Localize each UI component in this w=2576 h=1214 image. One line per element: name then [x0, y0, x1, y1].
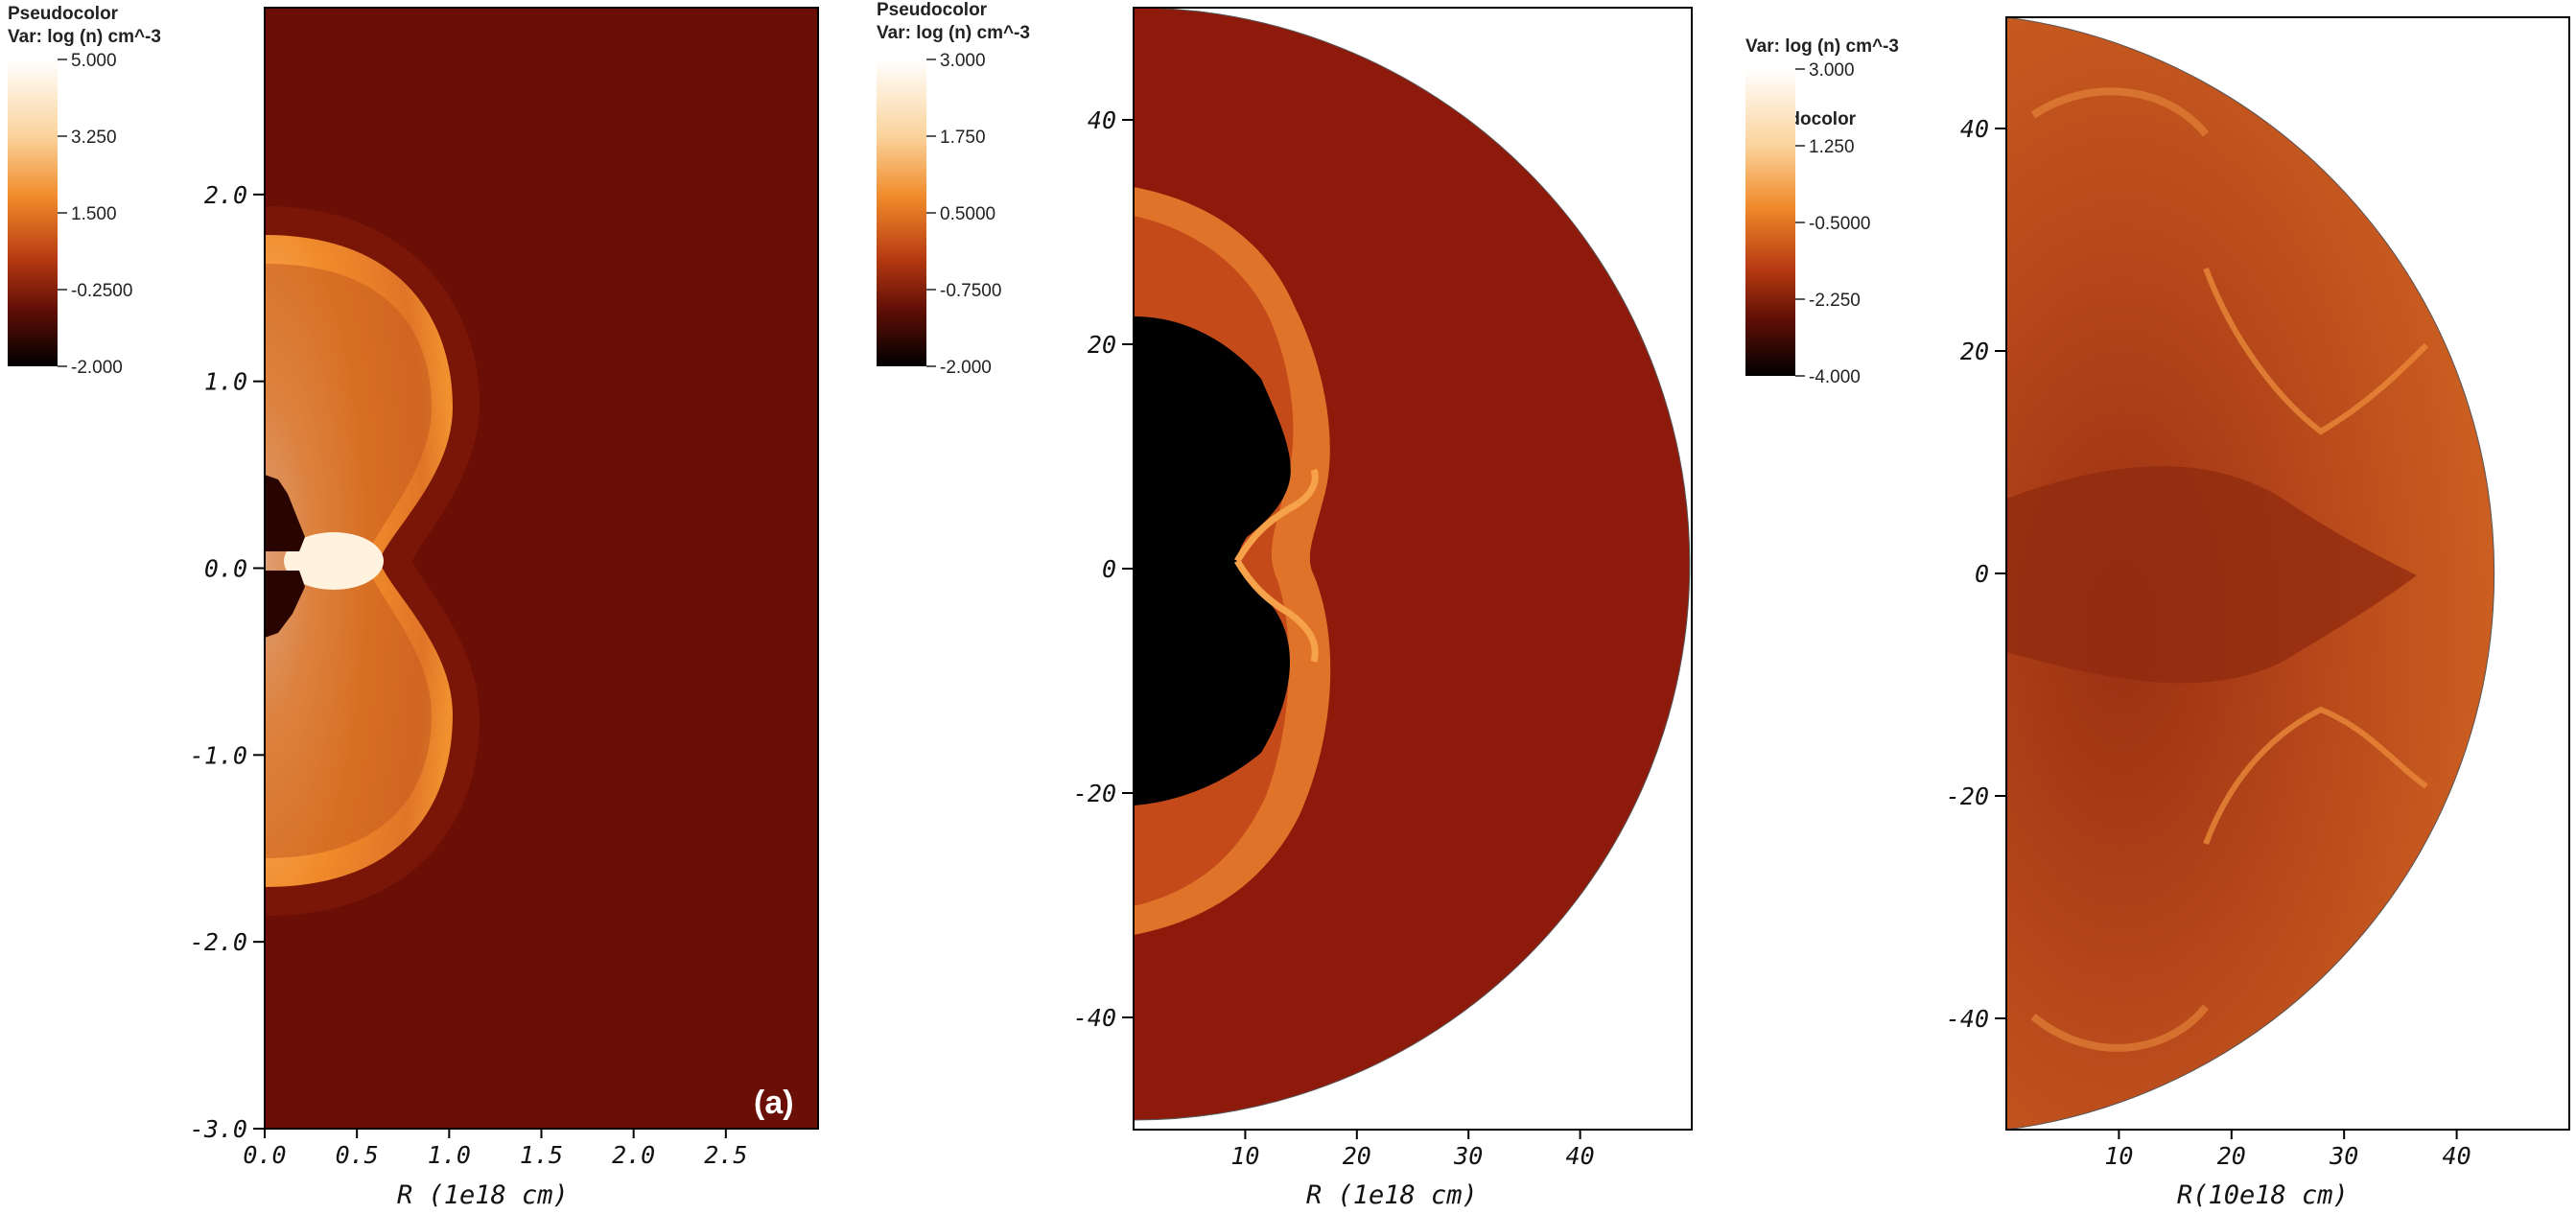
x-tick-label: 0.0: [243, 1141, 286, 1169]
colorbar-b-title: Pseudocolor: [877, 0, 988, 20]
y-tick-label: -20: [1073, 780, 1116, 807]
colorbar-tick-label: -2.250: [1809, 291, 1861, 311]
x-tick-label: 30: [1453, 1142, 1483, 1170]
y-tick-label: -2.0: [190, 928, 247, 956]
filaments-c: [2203, 267, 2429, 846]
x-tick-label: 10: [1230, 1142, 1259, 1170]
colorbar-b-ticks: 3.000 1.750 0.5000 -0.7500 -2.000: [926, 51, 1001, 378]
cavity-lower: [265, 571, 305, 638]
panel-a-label: (a): [754, 1085, 794, 1121]
y-tick-label: 2.0: [204, 181, 247, 209]
axes-c: 10 20 30 40 40 20 0 -20 -40: [1946, 115, 2471, 1170]
colorbar-tick-label: 3.000: [1809, 60, 1855, 81]
panel-b: Pseudocolor Var: log (n) cm^-3 3.000 1.75…: [877, 0, 1693, 1210]
colorbar-c-ticks: 3.000 1.250 -0.5000 -2.250 -4.000: [1795, 60, 1870, 387]
dense-waist: [284, 532, 384, 590]
cavity-b: [1134, 316, 1291, 805]
panel-c: Pseudocolor Var: log (n) cm^-3 3.0001.25…: [1745, 16, 2570, 1210]
x-tick-label: 40: [2443, 1142, 2471, 1170]
colorbar-a-scale: [8, 59, 58, 366]
colorbar-a-var: Var: log (n) cm^-3: [8, 27, 161, 47]
colorbar-c: Pseudocolor Var: log (n) cm^-3 3.0001.25…: [1745, 36, 1899, 387]
colorbar-tick-label: 1.750: [940, 128, 986, 148]
xlabel-a: R (1e18 cm): [397, 1180, 569, 1210]
panel-b-label: (b): [1621, 1082, 1662, 1118]
x-tick-label: 2.5: [704, 1141, 747, 1169]
domain-edge-b: [1133, 7, 1691, 1121]
heatmap-a: (a): [265, 8, 818, 1129]
colorbar-b: Pseudocolor Var: log (n) cm^-3 3.000 1.75…: [877, 0, 1030, 378]
heatmap-c: (c): [2006, 17, 2538, 1130]
colorbar-tick-label: 1.250: [1809, 137, 1855, 157]
y-tick-label: -40: [1073, 1004, 1116, 1032]
y-tick-label: 1.0: [204, 368, 247, 396]
colorbar-a: Pseudocolor Var: log (n) cm^-3 5.000 3.25…: [8, 4, 161, 378]
filament-b: [1233, 468, 1319, 663]
x-tick-label: 20: [2217, 1142, 2246, 1170]
outer-filaments-c: [2030, 87, 2210, 1052]
y-tick-label: 20: [1088, 331, 1116, 359]
colorbar-c-var: Var: log (n) cm^-3: [1745, 36, 1899, 57]
colorbar-tick-label: -0.7500: [940, 281, 1001, 301]
y-tick-label: -1.0: [190, 741, 247, 769]
colorbar-tick-label: 3.000: [940, 51, 986, 71]
dark-core-c: [2006, 466, 2417, 684]
panel-a: Pseudocolor Var: log (n) cm^-3 5.000 3.25…: [8, 4, 819, 1210]
y-tick-label: -3.0: [190, 1115, 247, 1143]
colorbar-tick-label: -0.2500: [71, 281, 132, 301]
x-tick-label: 1.0: [428, 1141, 471, 1169]
colorbar-tick-label: -2.000: [940, 358, 992, 378]
x-tick-label: 10: [2104, 1142, 2133, 1170]
y-tick-label: 0: [1102, 555, 1116, 583]
y-tick-label: 0: [1975, 560, 1989, 588]
heatmap-b: (b): [1134, 8, 1690, 1120]
y-tick-label: 40: [1088, 106, 1116, 134]
colorbar-a-title: Pseudocolor: [8, 4, 119, 24]
colorbar-tick-label: -2.000: [71, 358, 123, 378]
axes-a: 0.0 0.5 1.0 1.5 2.0 2.5 2.0 1.0 0.0 -1.0 -2.0 -3.0: [190, 181, 748, 1169]
colorbar-b-var: Var: log (n) cm^-3: [877, 23, 1030, 43]
colorbar-tick-label: 5.000: [71, 51, 117, 71]
xlabel-c: R(10e18 cm): [2177, 1180, 2349, 1210]
panel-c-label: (c): [2497, 1087, 2538, 1124]
cavity-upper: [265, 475, 305, 551]
y-tick-label: 40: [1960, 115, 1989, 143]
y-tick-label: 0.0: [204, 555, 247, 583]
y-tick-label: -40: [1946, 1005, 1989, 1033]
colorbar-a-ticks: 5.000 3.250 1.500 -0.2500 -2.000: [58, 51, 132, 378]
colorbar-tick-label: 1.500: [71, 204, 117, 224]
x-tick-label: 40: [1566, 1142, 1595, 1170]
x-tick-label: 30: [2329, 1142, 2358, 1170]
colorbar-tick-label: 3.250: [71, 128, 117, 148]
x-tick-label: 20: [1343, 1142, 1371, 1170]
domain-edge-c: [2005, 16, 2495, 1131]
axes-b: 10 20 30 40 40 20 0 -20 -40: [1073, 106, 1595, 1170]
colorbar-tick-label: -4.000: [1809, 367, 1861, 387]
x-tick-label: 2.0: [612, 1141, 655, 1169]
colorbar-tick-label: 0.5000: [940, 204, 995, 224]
x-tick-label: 0.5: [336, 1141, 379, 1169]
x-tick-label: 1.5: [520, 1141, 563, 1169]
y-tick-label: -20: [1946, 782, 1989, 810]
colorbar-c-scale: [1745, 69, 1795, 376]
colorbar-tick-label: -0.5000: [1809, 214, 1870, 234]
y-tick-label: 20: [1960, 338, 1989, 365]
colorbar-b-scale: [877, 59, 926, 366]
xlabel-b: R (1e18 cm): [1306, 1180, 1478, 1210]
